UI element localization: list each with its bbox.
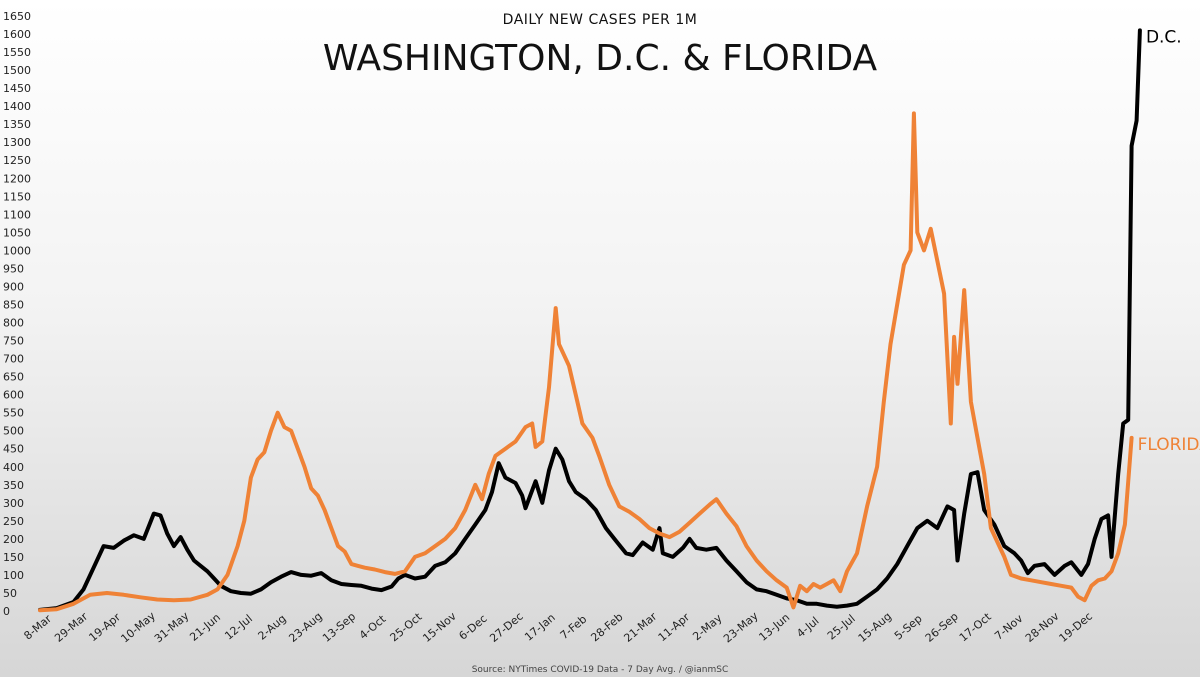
x-tick-label: 15-Nov <box>420 609 459 645</box>
x-tick-label: 25-Jul <box>825 612 858 642</box>
series-labels: D.C. FLORIDA <box>1138 27 1200 454</box>
x-tick-label: 28-Feb <box>588 610 625 644</box>
y-tick-label: 50 <box>3 587 17 600</box>
x-tick-label: 17-Jan <box>522 611 558 644</box>
y-tick-label: 550 <box>3 407 24 420</box>
source-note: Source: NYTimes COVID-19 Data - 7 Day Av… <box>472 665 729 675</box>
x-tick-label: 12-Jul <box>222 612 255 642</box>
y-tick-label: 1300 <box>3 136 31 149</box>
y-tick-label: 1150 <box>3 190 31 203</box>
y-tick-label: 100 <box>3 569 24 582</box>
x-tick-label: 23-Aug <box>286 610 324 645</box>
x-tick-label: 31-May <box>152 609 192 645</box>
x-tick-label: 13-Sep <box>320 610 358 645</box>
y-tick-label: 1350 <box>3 118 31 131</box>
x-tick-label: 17-Oct <box>957 610 994 644</box>
y-tick-label: 1500 <box>3 64 31 77</box>
x-tick-label: 21-Mar <box>621 610 659 645</box>
x-tick-label: 2-Aug <box>256 612 289 643</box>
x-tick-label: 11-Apr <box>656 610 693 644</box>
y-tick-label: 1100 <box>3 208 31 221</box>
x-tick-label: 13-Jun <box>757 611 793 644</box>
y-axis: 0 50 100 150 200 250 300 350 400 450 500 550 600 650 7… <box>3 10 31 618</box>
y-tick-label: 1000 <box>3 244 31 257</box>
y-tick-label: 850 <box>3 298 24 311</box>
chart-title: WASHINGTON, D.C. & FLORIDA <box>323 38 878 79</box>
series-label: D.C. <box>1146 27 1182 47</box>
y-tick-label: 1050 <box>3 226 31 239</box>
x-tick-label: 7-Feb <box>558 613 590 643</box>
x-tick-label: 28-Nov <box>1023 609 1062 645</box>
y-tick-label: 900 <box>3 280 24 293</box>
x-tick-label: 4-Jul <box>794 614 821 640</box>
y-tick-label: 0 <box>3 605 10 618</box>
y-tick-label: 1650 <box>3 10 31 23</box>
series-line-florida <box>38 111 1134 613</box>
x-tick-label: 7-Nov <box>992 612 1026 643</box>
x-tick-label: 5-Sep <box>892 612 925 642</box>
series-layer <box>38 28 1142 613</box>
y-tick-label: 1250 <box>3 154 31 167</box>
x-tick-label: 6-Dec <box>457 612 490 643</box>
y-tick-label: 400 <box>3 461 24 474</box>
x-tick-label: 8-Mar <box>21 612 54 643</box>
y-tick-label: 200 <box>3 533 24 546</box>
y-tick-label: 500 <box>3 425 24 438</box>
y-tick-label: 950 <box>3 262 24 275</box>
x-tick-label: 19-Dec <box>1057 610 1095 645</box>
y-tick-label: 750 <box>3 335 24 348</box>
x-tick-label: 25-Oct <box>388 610 425 644</box>
y-tick-label: 600 <box>3 389 24 402</box>
y-tick-label: 250 <box>3 515 24 528</box>
chart-subtitle: DAILY NEW CASES PER 1M <box>503 12 698 28</box>
x-tick-label: 23-May <box>721 609 761 645</box>
x-tick-label: 26-Sep <box>923 610 961 645</box>
x-tick-label: 29-Mar <box>52 610 90 645</box>
x-tick-label: 27-Dec <box>487 610 525 645</box>
y-tick-label: 1400 <box>3 100 31 113</box>
series-line-d-c <box>38 28 1142 612</box>
x-tick-label: 15-Aug <box>856 610 894 645</box>
y-tick-label: 300 <box>3 497 24 510</box>
y-tick-label: 350 <box>3 479 24 492</box>
y-tick-label: 450 <box>3 443 24 456</box>
x-tick-label: 2-May <box>690 611 725 643</box>
y-tick-label: 1450 <box>3 82 31 95</box>
x-tick-label: 21-Jun <box>187 611 223 644</box>
x-tick-label: 10-May <box>118 609 158 645</box>
y-tick-label: 650 <box>3 371 24 384</box>
y-tick-label: 1550 <box>3 46 31 59</box>
x-tick-label: 4-Oct <box>357 612 389 642</box>
y-tick-label: 700 <box>3 353 24 366</box>
y-tick-label: 1600 <box>3 28 31 41</box>
y-tick-label: 150 <box>3 551 24 564</box>
y-tick-label: 800 <box>3 317 24 330</box>
x-tick-label: 19-Apr <box>86 610 123 644</box>
series-label: FLORIDA <box>1138 435 1200 455</box>
y-tick-label: 1200 <box>3 172 31 185</box>
